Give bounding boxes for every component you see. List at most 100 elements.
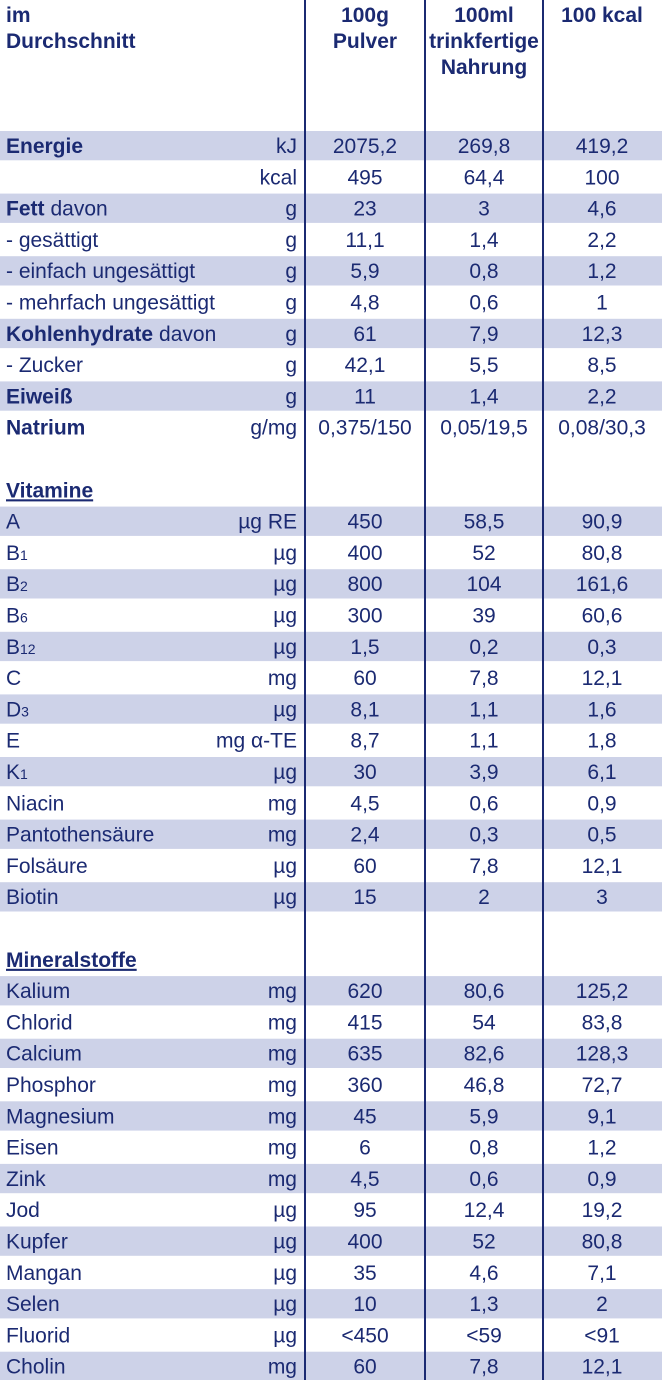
row-label: Kalium bbox=[6, 980, 70, 1003]
value: 11,1 bbox=[345, 229, 384, 252]
value: 2,2 bbox=[587, 385, 616, 408]
row-shading bbox=[0, 1289, 662, 1319]
unit: mg bbox=[268, 1105, 297, 1128]
row-shading bbox=[0, 882, 662, 912]
row-shading bbox=[0, 506, 662, 536]
value: 0,2 bbox=[469, 636, 498, 659]
unit: g bbox=[285, 260, 297, 283]
value: 269,8 bbox=[458, 135, 511, 158]
unit: µg bbox=[273, 605, 297, 628]
unit: mg bbox=[268, 1074, 297, 1097]
value: 8,7 bbox=[350, 730, 379, 753]
value: 72,7 bbox=[582, 1074, 623, 1097]
row-label: - mehrfach ungesättigt bbox=[6, 292, 215, 315]
header-label: im bbox=[6, 4, 31, 27]
column-header: Pulver bbox=[333, 30, 397, 53]
header-label: Durchschnitt bbox=[6, 30, 136, 53]
value: 12,1 bbox=[582, 667, 623, 690]
value: 1,8 bbox=[587, 730, 616, 753]
row-label: Zink bbox=[6, 1168, 46, 1191]
unit: mg bbox=[268, 1168, 297, 1191]
value: 0,08/30,3 bbox=[558, 417, 646, 440]
value: 82,6 bbox=[464, 1043, 505, 1066]
row-label: Kohlenhydrate davon bbox=[6, 323, 216, 346]
label-text: C bbox=[6, 667, 21, 690]
unit: mg bbox=[268, 667, 297, 690]
row-label: C bbox=[6, 667, 21, 690]
value: 95 bbox=[353, 1199, 376, 1222]
unit: µg bbox=[273, 573, 297, 596]
value: 1,3 bbox=[469, 1293, 498, 1316]
value: 7,9 bbox=[469, 323, 498, 346]
value: 6,1 bbox=[587, 761, 616, 784]
label-text: Phosphor bbox=[6, 1074, 96, 1097]
value: 12,4 bbox=[464, 1199, 505, 1222]
label-text: B bbox=[6, 573, 20, 596]
label-text: Eiweiß bbox=[6, 385, 73, 408]
unit: mg bbox=[268, 980, 297, 1003]
value: 6 bbox=[359, 1137, 371, 1160]
value: 4,6 bbox=[587, 198, 616, 221]
unit: µg bbox=[273, 886, 297, 909]
value: 4,8 bbox=[350, 292, 379, 315]
unit: g bbox=[285, 292, 297, 315]
value: 161,6 bbox=[576, 573, 629, 596]
value: 104 bbox=[466, 573, 501, 596]
label-text: Zink bbox=[6, 1168, 46, 1191]
value: 12,1 bbox=[582, 855, 623, 878]
label-text: Biotin bbox=[6, 886, 59, 909]
unit: g bbox=[285, 229, 297, 252]
label-text: Selen bbox=[6, 1293, 60, 1316]
value: 0,375/150 bbox=[318, 417, 411, 440]
unit: µg bbox=[273, 1324, 297, 1347]
label-suffix: davon bbox=[159, 323, 216, 346]
row-shading bbox=[0, 819, 662, 849]
column-header: 100 kcal bbox=[561, 4, 643, 27]
row-shading bbox=[0, 1226, 662, 1256]
value: 39 bbox=[472, 605, 495, 628]
unit: mg bbox=[268, 1356, 297, 1379]
value: 58,5 bbox=[464, 511, 505, 534]
value: 60 bbox=[353, 1356, 376, 1379]
row-label: K1 bbox=[6, 761, 28, 784]
value: 5,5 bbox=[469, 354, 498, 377]
row-label: Kupfer bbox=[6, 1231, 68, 1254]
value: <59 bbox=[466, 1324, 502, 1347]
row-label: Fluorid bbox=[6, 1324, 70, 1347]
value: 2,2 bbox=[587, 229, 616, 252]
row-label: Mangan bbox=[6, 1262, 82, 1285]
unit: µg bbox=[273, 855, 297, 878]
row-label: Eisen bbox=[6, 1137, 59, 1160]
label-text: Niacin bbox=[6, 792, 64, 815]
value: 4,5 bbox=[350, 1168, 379, 1191]
label-subscript: 12 bbox=[20, 641, 36, 657]
row-label: E bbox=[6, 730, 20, 753]
value: 0,9 bbox=[587, 1168, 616, 1191]
value: 54 bbox=[472, 1011, 496, 1034]
row-shading bbox=[0, 381, 662, 411]
label-subscript: 2 bbox=[20, 578, 28, 594]
label-text: Jod bbox=[6, 1199, 40, 1222]
row-shading bbox=[0, 757, 662, 787]
row-label: Magnesium bbox=[6, 1105, 115, 1128]
row-label: Eiweiß bbox=[6, 385, 73, 408]
value: 3 bbox=[596, 886, 608, 909]
value: 30 bbox=[353, 761, 376, 784]
row-label: Energie bbox=[6, 135, 83, 158]
value: <450 bbox=[341, 1324, 388, 1347]
value: 1,2 bbox=[587, 1137, 616, 1160]
unit: mg bbox=[268, 1011, 297, 1034]
row-label: - gesättigt bbox=[6, 229, 98, 252]
label-text: Kupfer bbox=[6, 1231, 68, 1254]
row-shading bbox=[0, 318, 662, 349]
unit: kJ bbox=[276, 135, 297, 158]
label-subscript: 3 bbox=[21, 703, 29, 719]
value: 7,8 bbox=[469, 667, 498, 690]
value: 60 bbox=[353, 855, 376, 878]
value: 35 bbox=[353, 1262, 376, 1285]
row-label: Phosphor bbox=[6, 1074, 96, 1097]
value: 620 bbox=[347, 980, 382, 1003]
row-label: Selen bbox=[6, 1293, 60, 1316]
